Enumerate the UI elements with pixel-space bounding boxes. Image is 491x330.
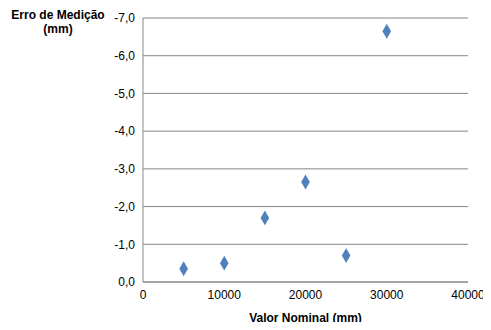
svg-text:-6,0: -6,0	[114, 49, 135, 63]
svg-text:10000: 10000	[208, 288, 242, 302]
svg-text:30000: 30000	[370, 288, 404, 302]
svg-text:20000: 20000	[289, 288, 323, 302]
svg-text:-1,0: -1,0	[114, 238, 135, 252]
svg-text:-7,0: -7,0	[114, 11, 135, 25]
svg-text:0: 0	[140, 288, 147, 302]
html-text:Erro de Medição (mm): Erro de Medição (mm)	[11, 8, 105, 36]
svg-text:Valor Nominal (mm): Valor Nominal (mm)	[249, 311, 362, 322]
svg-text:0,0: 0,0	[118, 275, 135, 289]
svg-text:40000: 40000	[451, 288, 483, 302]
svg-text:-5,0: -5,0	[114, 87, 135, 101]
svg-text:-4,0: -4,0	[114, 124, 135, 138]
svg-text:-2,0: -2,0	[114, 200, 135, 214]
svg-text:-3,0: -3,0	[114, 162, 135, 176]
